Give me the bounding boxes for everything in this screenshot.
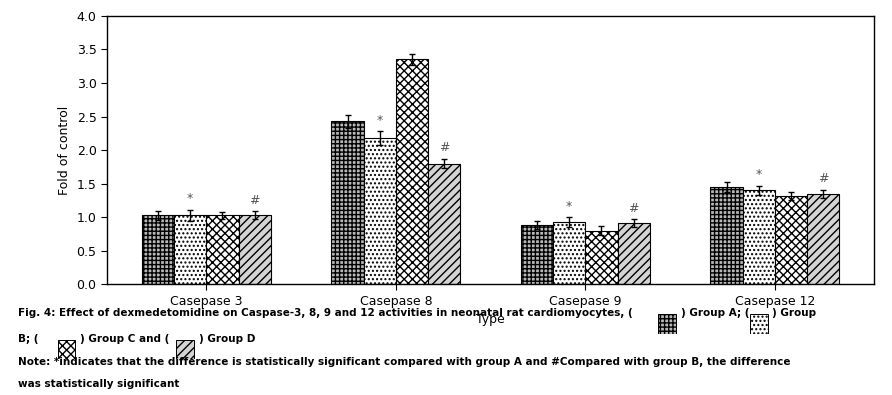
Text: ) Group D: ) Group D bbox=[199, 334, 255, 344]
Bar bbox=[396, 59, 428, 284]
Text: #: # bbox=[250, 194, 260, 207]
Text: #: # bbox=[818, 172, 829, 185]
Bar bbox=[428, 164, 460, 284]
Bar bbox=[206, 215, 238, 284]
Text: ) Group C and (: ) Group C and ( bbox=[80, 334, 169, 344]
Text: ) Group: ) Group bbox=[772, 308, 816, 318]
Bar bbox=[174, 215, 206, 284]
Text: *: * bbox=[187, 192, 194, 205]
Bar bbox=[57, 340, 75, 359]
Bar bbox=[238, 215, 271, 284]
Bar bbox=[176, 340, 194, 359]
X-axis label: Type: Type bbox=[476, 313, 505, 326]
Text: B; (: B; ( bbox=[18, 334, 38, 344]
Bar bbox=[775, 196, 807, 284]
Bar bbox=[553, 222, 585, 284]
Text: Note: *indicates that the difference is statistically significant compared with : Note: *indicates that the difference is … bbox=[18, 357, 790, 367]
Bar bbox=[142, 215, 174, 284]
Text: #: # bbox=[629, 201, 639, 214]
Text: #: # bbox=[439, 141, 450, 154]
Bar bbox=[710, 187, 743, 284]
Text: *: * bbox=[376, 114, 383, 126]
Text: was statistically significant: was statistically significant bbox=[18, 379, 179, 389]
Bar bbox=[749, 314, 767, 334]
Bar bbox=[585, 231, 617, 284]
Bar bbox=[743, 190, 775, 284]
Bar bbox=[332, 121, 364, 284]
Bar bbox=[364, 138, 396, 284]
Text: ) Group A; (: ) Group A; ( bbox=[681, 308, 749, 318]
Bar bbox=[521, 225, 553, 284]
Bar bbox=[617, 223, 649, 284]
Bar bbox=[658, 314, 676, 334]
Bar bbox=[807, 194, 839, 284]
Y-axis label: Fold of control: Fold of control bbox=[58, 105, 71, 195]
Text: *: * bbox=[566, 199, 573, 213]
Text: Fig. 4: Effect of dexmedetomidine on Caspase-3, 8, 9 and 12 activities in neonat: Fig. 4: Effect of dexmedetomidine on Cas… bbox=[18, 308, 632, 318]
Text: *: * bbox=[756, 168, 762, 181]
